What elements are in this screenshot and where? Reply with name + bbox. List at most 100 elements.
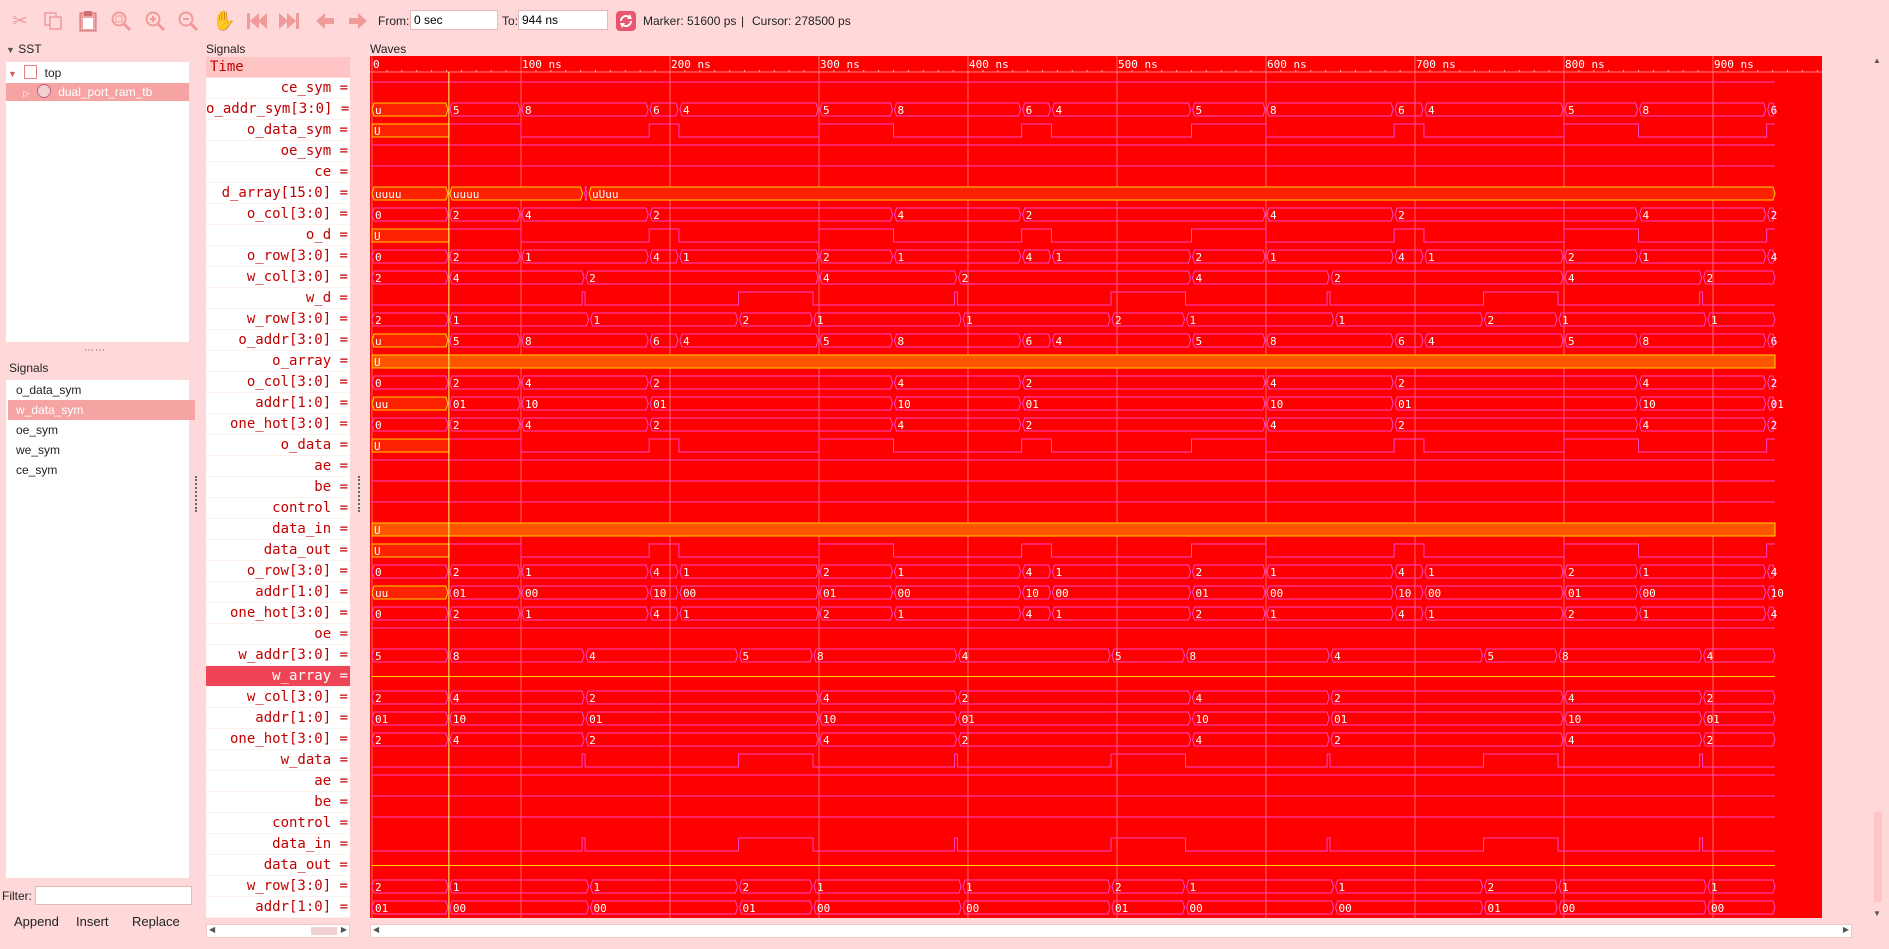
signal-name-row[interactable]: one_hot[3:0] = <box>206 603 350 624</box>
waves-hscroll[interactable]: ◀ ▶ <box>370 924 1852 938</box>
signal-name-row[interactable]: o_row[3:0] = <box>206 561 350 582</box>
to-input[interactable] <box>518 10 608 30</box>
sst-header[interactable]: ▼ SST <box>6 42 42 56</box>
bus-segment <box>1186 312 1335 327</box>
signal-name-row[interactable]: data_out = <box>206 540 350 561</box>
signal-name-row[interactable]: o_addr[3:0] = <box>206 330 350 351</box>
bus-value-label: 2 <box>653 377 660 390</box>
signal-name-row[interactable]: data_out = <box>206 855 350 876</box>
signal-name-row[interactable]: addr[1:0] = <box>206 897 350 918</box>
pane-splitter[interactable]: ⋯⋯ <box>84 345 106 356</box>
bus-value-label: 1 <box>1270 566 1277 579</box>
signal-name-row[interactable]: w_addr[3:0] = <box>206 645 350 666</box>
signal-name-row[interactable]: addr[1:0] = <box>206 393 350 414</box>
scroll-up-icon[interactable]: ▲ <box>1873 56 1881 65</box>
zoom-in-icon[interactable] <box>143 9 167 33</box>
signal-name-row[interactable]: w_array = <box>206 666 350 687</box>
copy-icon[interactable] <box>41 9 65 33</box>
scroll-right-icon[interactable]: ▶ <box>340 925 347 934</box>
bus-value-label: 1 <box>1562 314 1569 327</box>
bus-value-label: 2 <box>589 734 596 747</box>
bus-segment <box>649 564 679 579</box>
chevron-right-icon[interactable]: ▷ <box>23 89 30 98</box>
bus-segment <box>962 879 1111 894</box>
scroll-down-icon[interactable]: ▼ <box>1873 909 1881 918</box>
signal-name-row[interactable]: one_hot[3:0] = <box>206 729 350 750</box>
signal-name-row[interactable]: w_data = <box>206 750 350 771</box>
scroll-left-icon[interactable]: ◀ <box>209 925 216 934</box>
signal-name-row[interactable]: o_data_sym = <box>206 120 350 141</box>
pane-splitter[interactable] <box>195 476 199 512</box>
insert-button[interactable]: Insert <box>76 914 109 929</box>
signal-name-row[interactable]: be = <box>206 792 350 813</box>
chevron-down-icon[interactable]: ▼ <box>6 45 15 55</box>
from-input[interactable] <box>410 10 498 30</box>
signal-name-row[interactable]: o_addr_sym[3:0] = <box>206 99 350 120</box>
signal-name-row[interactable]: control = <box>206 813 350 834</box>
waves-vscroll[interactable]: ▲ ▼ <box>1871 56 1885 918</box>
signal-name-row[interactable]: ae = <box>206 456 350 477</box>
pane-splitter[interactable] <box>358 476 362 512</box>
signal-name-row[interactable]: o_data = <box>206 435 350 456</box>
signal-name-row[interactable]: ce_sym = <box>206 78 350 99</box>
list-item[interactable]: we_sym <box>16 443 61 457</box>
list-item[interactable]: ce_sym <box>16 463 58 477</box>
signal-name-row[interactable]: addr[1:0] = <box>206 708 350 729</box>
signal-name-row[interactable]: be = <box>206 477 350 498</box>
list-item[interactable]: oe_sym <box>16 423 59 437</box>
append-button[interactable]: Append <box>14 914 59 929</box>
waveform-canvas[interactable]: 0 100 ns 200 ns 300 ns 400 ns 500 ns 600 ns 700… <box>370 56 1822 918</box>
signal-name-row[interactable]: ae = <box>206 771 350 792</box>
chevron-down-icon[interactable]: ▼ <box>8 69 17 79</box>
previous-edge-icon[interactable] <box>313 9 337 33</box>
signal-name-row[interactable]: o_array = <box>206 351 350 372</box>
go-to-end-icon[interactable] <box>277 9 301 33</box>
bus-segment <box>1191 333 1266 348</box>
paste-icon[interactable] <box>76 9 100 33</box>
undo-zoom-icon[interactable]: ✋ <box>212 11 236 32</box>
signal-name-row[interactable]: w_row[3:0] = <box>206 876 350 897</box>
bus-value-label: 2 <box>1115 881 1122 894</box>
signal-name-row[interactable]: addr[1:0] = <box>206 582 350 603</box>
signal-name-row[interactable]: w_col[3:0] = <box>206 267 350 288</box>
bus-value-label: 1 <box>1190 881 1197 894</box>
bus-segment <box>819 585 894 600</box>
signal-name-row[interactable]: one_hot[3:0] = <box>206 414 350 435</box>
go-to-start-icon[interactable] <box>245 9 269 33</box>
reload-icon[interactable] <box>614 9 638 33</box>
signal-name-row[interactable]: data_in = <box>206 519 350 540</box>
zoom-fit-icon[interactable] <box>109 9 133 33</box>
signal-name-row[interactable]: oe_sym = <box>206 141 350 162</box>
signal-name-row[interactable]: o_col[3:0] = <box>206 204 350 225</box>
scroll-right-icon[interactable]: ▶ <box>1842 925 1849 934</box>
signal-name-row[interactable]: o_col[3:0] = <box>206 372 350 393</box>
waveform-area[interactable]: 0 100 ns 200 ns 300 ns 400 ns 500 ns 600 ns 700… <box>370 56 1822 918</box>
bus-segment <box>585 690 819 705</box>
replace-button[interactable]: Replace <box>132 914 180 929</box>
signal-name-row[interactable]: o_d = <box>206 225 350 246</box>
tree-item-dual-port-ram-tb[interactable]: ▷ dual_port_ram_tb <box>6 83 189 101</box>
signal-name-row[interactable]: o_row[3:0] = <box>206 246 350 267</box>
signal-name-row[interactable]: d_array[15:0] = <box>206 183 350 204</box>
signal-name-row[interactable]: ce = <box>206 162 350 183</box>
signal-name-row[interactable]: oe = <box>206 624 350 645</box>
signal-name-row[interactable]: data_in = <box>206 834 350 855</box>
scroll-thumb[interactable] <box>1874 812 1882 902</box>
bus-segment <box>1767 564 1776 579</box>
cut-icon[interactable]: ✂ <box>12 10 28 32</box>
list-item[interactable]: w_data_sym <box>8 400 195 420</box>
signal-name-row[interactable]: w_col[3:0] = <box>206 687 350 708</box>
list-item[interactable]: o_data_sym <box>16 383 82 397</box>
next-edge-icon[interactable] <box>346 9 370 33</box>
tree-item-top[interactable]: ▼ top <box>8 64 187 82</box>
bus-segment <box>1424 102 1564 117</box>
bus-value-label: 2 <box>1334 734 1341 747</box>
signal-name-row[interactable]: w_row[3:0] = <box>206 309 350 330</box>
zoom-out-icon[interactable] <box>176 9 200 33</box>
signals-hscroll[interactable]: ◀ ▶ <box>206 924 350 938</box>
signal-name-row[interactable]: w_d = <box>206 288 350 309</box>
scroll-thumb[interactable] <box>311 927 337 935</box>
signal-name-row[interactable]: control = <box>206 498 350 519</box>
scroll-left-icon[interactable]: ◀ <box>373 925 380 934</box>
filter-input[interactable] <box>35 886 192 905</box>
